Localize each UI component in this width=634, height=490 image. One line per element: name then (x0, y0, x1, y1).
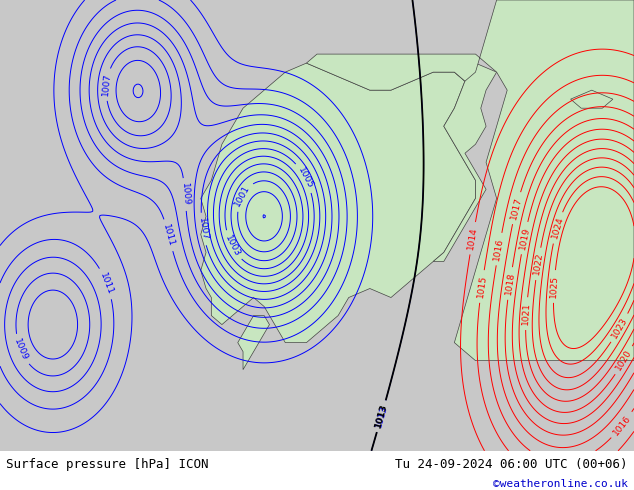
Text: 1013: 1013 (373, 403, 389, 429)
Text: 1025: 1025 (549, 275, 559, 298)
Text: 1007: 1007 (101, 73, 112, 97)
Text: 1022: 1022 (532, 252, 544, 276)
Polygon shape (306, 0, 634, 361)
Text: 1009: 1009 (179, 183, 190, 206)
Text: 1020: 1020 (614, 348, 634, 372)
Text: Surface pressure [hPa] ICON: Surface pressure [hPa] ICON (6, 458, 209, 471)
Text: 1003: 1003 (223, 233, 242, 258)
Text: 1015: 1015 (476, 274, 488, 298)
Text: ©weatheronline.co.uk: ©weatheronline.co.uk (493, 479, 628, 489)
Text: 1011: 1011 (161, 223, 176, 247)
Text: 1018: 1018 (504, 271, 516, 295)
Text: Tu 24-09-2024 06:00 UTC (00+06): Tu 24-09-2024 06:00 UTC (00+06) (395, 458, 628, 471)
Text: 1001: 1001 (233, 184, 252, 208)
Text: 1014: 1014 (467, 226, 479, 250)
Text: 1016: 1016 (611, 414, 633, 437)
Text: 1011: 1011 (98, 271, 115, 296)
Text: 1024: 1024 (550, 216, 565, 240)
Text: 1013: 1013 (374, 404, 389, 428)
Polygon shape (433, 63, 496, 262)
Text: 1007: 1007 (197, 217, 209, 241)
Text: 1017: 1017 (509, 196, 524, 220)
Text: 1021: 1021 (521, 302, 531, 325)
Text: 1016: 1016 (493, 237, 505, 261)
Text: 1005: 1005 (295, 165, 314, 190)
Text: 1019: 1019 (518, 226, 531, 250)
Text: 1023: 1023 (610, 316, 630, 340)
Polygon shape (201, 63, 476, 343)
Text: 1009: 1009 (12, 338, 29, 362)
Polygon shape (238, 316, 269, 369)
Polygon shape (571, 90, 613, 108)
